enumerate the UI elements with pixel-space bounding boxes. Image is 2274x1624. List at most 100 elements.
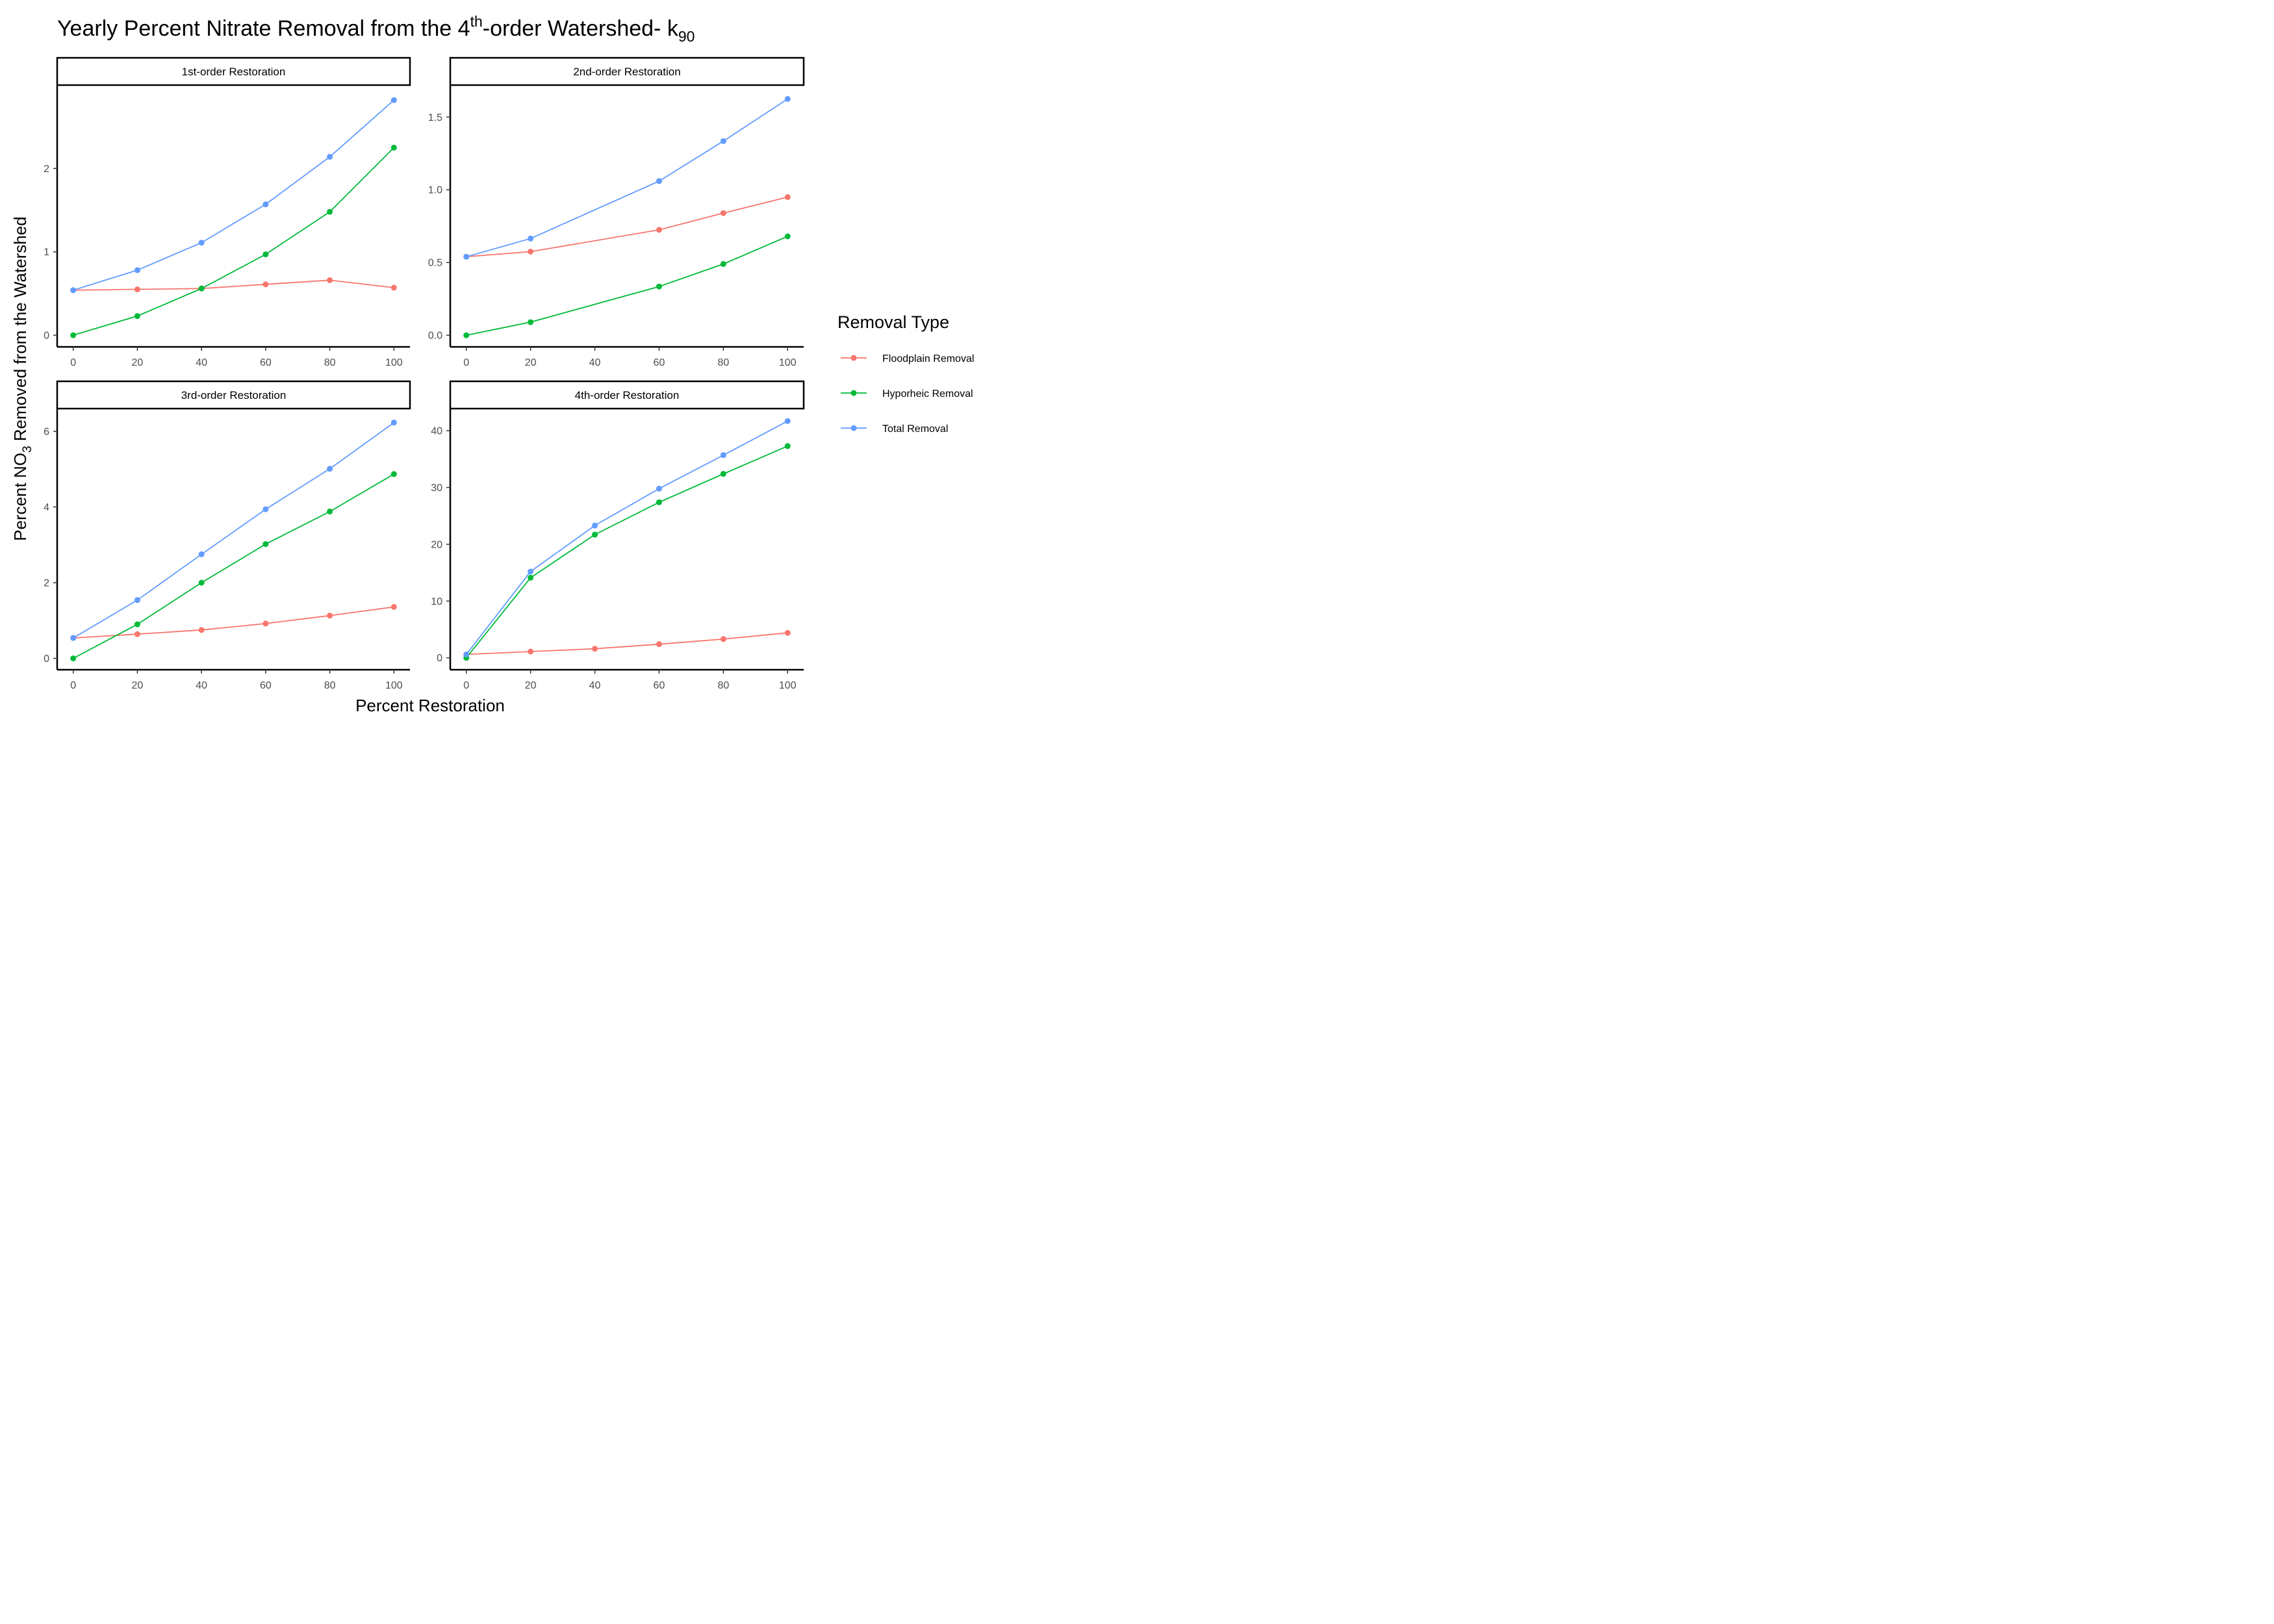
y-tick-label: 0 — [44, 653, 49, 665]
data-point-total-removal — [198, 551, 205, 557]
series-line-hyporheic-removal — [73, 147, 394, 336]
facet-label: 2nd-order Restoration — [573, 66, 680, 78]
series-line-hyporheic-removal — [73, 474, 394, 659]
y-tick-label: 1.5 — [428, 112, 442, 123]
data-point-total-removal — [198, 240, 205, 246]
data-point-total-removal — [784, 95, 791, 102]
y-tick-label: 10 — [431, 596, 442, 607]
x-tick-label: 60 — [260, 680, 272, 691]
series-line-floodplain-removal — [466, 632, 788, 655]
legend-item: Hyporheic Removal — [841, 388, 973, 400]
x-tick-label: 80 — [717, 680, 729, 691]
data-point-floodplain-removal — [528, 248, 534, 255]
x-tick-label: 40 — [589, 357, 601, 368]
y-tick-label: 2 — [44, 164, 49, 175]
x-tick-label: 100 — [385, 357, 403, 368]
y-tick-label: 1 — [44, 247, 49, 258]
data-point-total-removal — [656, 178, 662, 184]
data-point-hyporheic-removal — [656, 499, 662, 505]
data-point-floodplain-removal — [262, 281, 269, 288]
y-tick-label: 20 — [431, 539, 442, 550]
data-point-total-removal — [327, 466, 333, 472]
x-tick-label: 80 — [324, 357, 336, 368]
y-tick-label: 6 — [44, 426, 49, 437]
x-axis-title: Percent Restoration — [355, 696, 505, 715]
data-point-floodplain-removal — [327, 613, 333, 619]
data-point-total-removal — [70, 287, 77, 294]
facet-strip — [56, 57, 411, 86]
series-line-floodplain-removal — [73, 606, 394, 639]
y-tick-label: 2 — [44, 578, 49, 589]
x-tick-label: 40 — [196, 357, 207, 368]
panel-4: 4th-order Restoration 0 20 40 60 80 100 0 10 20 30… — [431, 380, 805, 691]
y-tick-label: 0.0 — [428, 331, 442, 342]
x-tick-label: 0 — [70, 680, 76, 691]
data-point-floodplain-removal — [327, 277, 333, 283]
data-point-hyporheic-removal — [463, 332, 470, 338]
data-point-floodplain-removal — [656, 641, 662, 648]
data-point-total-removal — [720, 452, 726, 459]
data-point-total-removal — [134, 267, 140, 273]
facet-label: 3rd-order Restoration — [181, 389, 287, 401]
x-tick-label: 20 — [525, 357, 537, 368]
y-tick-label: 0 — [44, 331, 49, 342]
y-axis-title: Percent NO3 Removed from the Watershed — [10, 216, 34, 540]
data-point-total-removal — [390, 97, 397, 103]
chart-title: Yearly Percent Nitrate Removal from the … — [57, 13, 695, 45]
y-tick-label: 0.5 — [428, 258, 442, 269]
data-point-total-removal — [134, 597, 140, 603]
series-line-total-removal — [465, 420, 788, 655]
data-point-hyporheic-removal — [198, 579, 205, 586]
data-point-hyporheic-removal — [390, 144, 397, 151]
faceted-line-chart: Yearly Percent Nitrate Removal from the … — [10, 13, 974, 715]
panel-3: 3rd-order Restoration 0 20 40 60 80 100 0 2 4 6 — [44, 380, 411, 691]
x-tick-label: 20 — [525, 680, 537, 691]
data-point-total-removal — [463, 651, 470, 657]
legend-items: Floodplain Removal Hyporheic Removal Total… — [841, 353, 974, 435]
data-point-hyporheic-removal — [134, 313, 140, 320]
data-point-hyporheic-removal — [390, 471, 397, 477]
x-tick-label: 60 — [654, 357, 665, 368]
series-line-floodplain-removal — [466, 196, 788, 258]
data-point-total-removal — [327, 153, 333, 160]
data-point-hyporheic-removal — [70, 332, 77, 338]
data-point-hyporheic-removal — [262, 251, 269, 258]
series-line-hyporheic-removal — [466, 235, 788, 336]
data-point-hyporheic-removal — [262, 541, 269, 548]
y-tick-label: 40 — [431, 426, 442, 437]
data-point-floodplain-removal — [528, 648, 534, 655]
y-tick-label: 4 — [44, 502, 49, 513]
data-point-hyporheic-removal — [327, 209, 333, 215]
data-point-hyporheic-removal — [784, 443, 791, 450]
data-point-floodplain-removal — [390, 285, 397, 291]
data-point-hyporheic-removal — [592, 531, 598, 538]
facet-label: 1st-order Restoration — [182, 66, 286, 78]
data-point-hyporheic-removal — [528, 574, 534, 581]
panel-1: 1st-order Restoration 0 20 40 60 80 100 0 1 2 — [44, 57, 411, 368]
data-point-floodplain-removal — [390, 603, 397, 610]
legend-item: Floodplain Removal — [841, 353, 974, 364]
data-point-floodplain-removal — [720, 636, 726, 642]
data-point-total-removal — [784, 418, 791, 424]
x-tick-label: 0 — [463, 357, 469, 368]
data-point-hyporheic-removal — [720, 260, 726, 267]
data-point-total-removal — [463, 253, 470, 260]
facet-strip — [449, 380, 805, 410]
data-point-hyporheic-removal — [70, 655, 77, 662]
data-point-floodplain-removal — [134, 631, 140, 637]
data-point-floodplain-removal — [784, 629, 791, 636]
data-point-floodplain-removal — [784, 194, 791, 200]
data-point-floodplain-removal — [656, 227, 662, 233]
facet-strip — [56, 380, 411, 410]
data-point-total-removal — [390, 420, 397, 426]
y-tick-label: 30 — [431, 483, 442, 494]
x-tick-label: 100 — [779, 680, 797, 691]
data-point-total-removal — [656, 485, 662, 492]
legend-item: Total Removal — [841, 424, 948, 435]
x-tick-label: 60 — [654, 680, 665, 691]
data-point-total-removal — [528, 568, 534, 575]
data-point-total-removal — [262, 201, 269, 208]
x-tick-label: 40 — [196, 680, 207, 691]
chart-title-superscript: th — [470, 13, 483, 30]
data-point-total-removal — [70, 635, 77, 641]
